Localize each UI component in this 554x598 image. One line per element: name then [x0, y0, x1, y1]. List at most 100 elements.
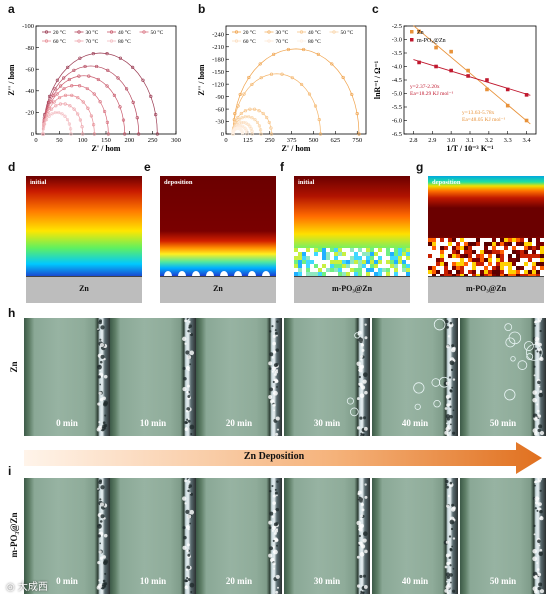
pore-cell — [366, 252, 370, 256]
pore-cell — [496, 274, 500, 276]
edge-speck — [272, 562, 276, 566]
data-point — [89, 114, 93, 118]
pore-cell — [528, 242, 532, 246]
data-point — [47, 114, 51, 118]
data-point — [55, 92, 59, 96]
edge-speck — [274, 529, 279, 533]
pore-cell — [528, 266, 532, 270]
edge-speck — [356, 426, 361, 430]
edge-speck — [270, 557, 275, 563]
pore-cell — [516, 254, 520, 258]
pore-cell — [540, 258, 544, 262]
x-tick-label: 250 — [148, 137, 158, 144]
edge-speck — [533, 365, 536, 368]
pore-cell — [540, 254, 544, 258]
pore-cell — [318, 256, 322, 260]
pore-cell — [362, 268, 366, 272]
pore-cell — [428, 250, 432, 254]
data-point — [258, 62, 262, 66]
edge-speck — [450, 507, 456, 512]
edge-speck — [99, 338, 102, 341]
edge-speck — [188, 480, 191, 483]
edge-speck — [446, 433, 450, 436]
time-label: 40 min — [401, 576, 429, 586]
edge-speck — [97, 364, 102, 370]
pore-cell — [432, 266, 436, 270]
edge-speck — [274, 491, 278, 495]
pore-cell — [536, 266, 540, 270]
fit-line — [413, 25, 531, 125]
data-point — [67, 122, 71, 126]
edge-speck — [268, 526, 272, 530]
pore-cell — [468, 246, 472, 250]
pore-cell — [492, 250, 496, 254]
data-point — [123, 132, 127, 136]
pore-cell — [508, 242, 512, 246]
edge-speck — [189, 424, 195, 430]
edge-speck — [102, 428, 105, 431]
pore-cell — [314, 256, 318, 260]
pore-cell — [406, 264, 410, 268]
pore-cell — [512, 274, 516, 276]
pore-cell — [318, 268, 322, 272]
pore-cell — [456, 254, 460, 258]
pore-cell — [444, 246, 448, 250]
pore-cell — [476, 274, 480, 276]
data-point — [355, 112, 359, 116]
edge-speck — [97, 560, 101, 565]
pore-cell — [480, 246, 484, 250]
pore-cell — [440, 262, 444, 266]
edge-speck — [97, 583, 103, 589]
pore-cell — [378, 268, 382, 272]
edge-speck — [186, 384, 190, 388]
edge-speck — [538, 551, 544, 556]
edge-speck — [452, 431, 456, 435]
pore-cell — [468, 262, 472, 266]
edge-speck — [360, 432, 363, 435]
pore-cell — [378, 260, 382, 264]
pore-cell — [358, 272, 362, 276]
legend-marker — [234, 39, 239, 43]
electrode-texture — [268, 320, 280, 436]
electrode-texture — [532, 478, 545, 594]
edge-speck — [184, 479, 187, 483]
pore-cell — [428, 258, 432, 262]
pore-cell — [484, 246, 488, 250]
pore-cell — [528, 270, 532, 274]
gas-bubble — [525, 344, 543, 361]
edge-speck — [186, 391, 189, 394]
data-point — [239, 124, 243, 128]
edge-speck — [268, 395, 273, 400]
edge-speck — [364, 495, 368, 499]
pore-cell — [472, 246, 476, 250]
y-axis-label: Z'' / hom — [7, 64, 16, 95]
edge-speck — [182, 526, 186, 530]
edge-speck — [444, 430, 449, 435]
edge-speck — [445, 414, 451, 419]
pore-cell — [532, 274, 536, 276]
pore-cell — [306, 260, 310, 264]
pore-cell — [346, 248, 350, 252]
pore-cell — [330, 252, 334, 256]
y-tick-label: -210 — [212, 44, 224, 51]
pore-cell — [358, 260, 362, 264]
substrate-label: Zn — [79, 284, 89, 293]
edge-speck — [102, 579, 106, 583]
electrode-texture — [96, 479, 109, 590]
legend-entry: 70 °C — [86, 38, 99, 45]
data-point — [77, 74, 81, 78]
x-tick-label: 300 — [171, 137, 181, 144]
data-point — [69, 132, 73, 136]
edge-speck — [363, 585, 368, 589]
legend-marker — [299, 30, 304, 34]
x-tick-label: 2.8 — [409, 137, 417, 144]
edge-speck — [536, 403, 539, 406]
data-point — [54, 104, 58, 108]
pore-cell — [432, 246, 436, 250]
edge-speck — [187, 369, 190, 372]
data-point — [86, 106, 90, 110]
time-label: 40 min — [401, 418, 429, 428]
edge-speck — [532, 390, 538, 395]
edge-speck — [539, 509, 543, 514]
edge-speck — [537, 428, 541, 433]
